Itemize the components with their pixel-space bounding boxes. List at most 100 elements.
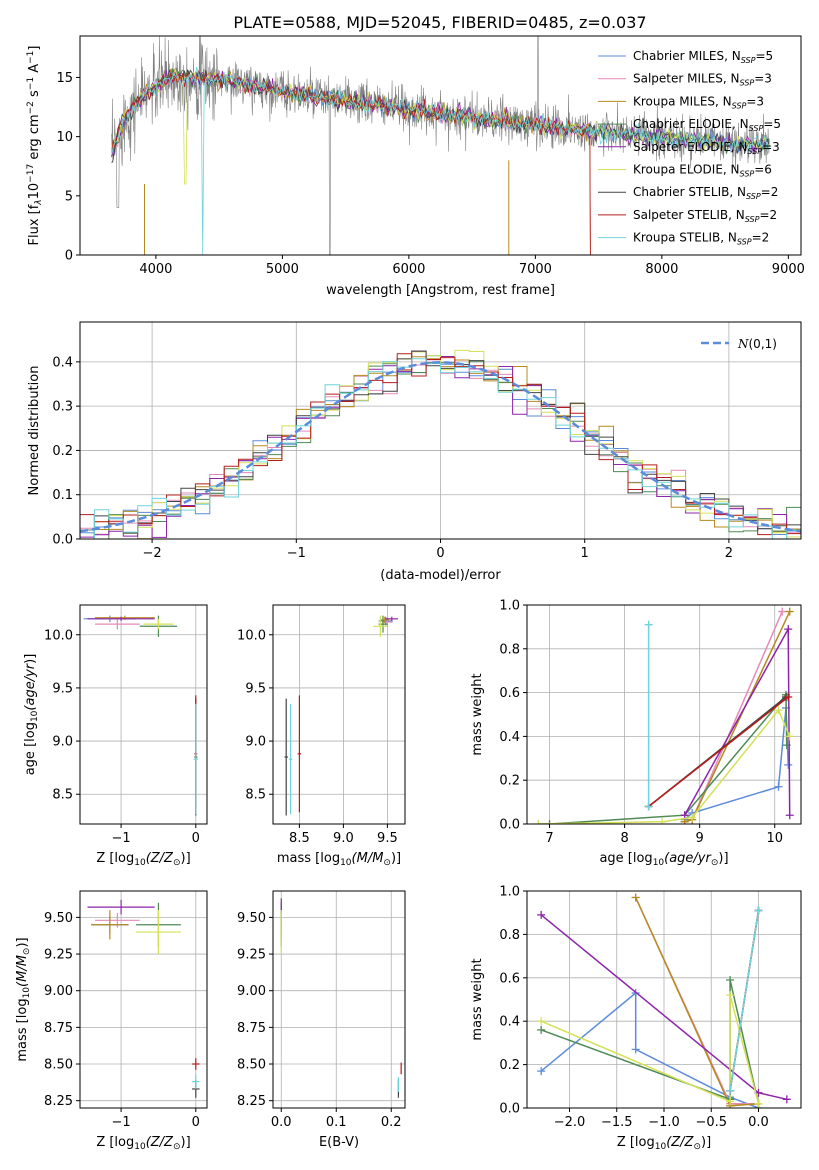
weight-line bbox=[648, 696, 789, 808]
y-tick-label: 9.00 bbox=[237, 984, 266, 999]
x-tick-label: 2 bbox=[725, 546, 733, 561]
y-axis-label: age [log10(age/yr)] bbox=[23, 654, 40, 776]
y-tick-label: 9.00 bbox=[44, 984, 73, 999]
weight-line bbox=[683, 626, 791, 816]
chart-weight_vs_Z: −2.0 −1.5 −1.0 −0.5 0.0 0.0 0.2 0.4 0.6 0.8 1.0 Z [… bbox=[470, 885, 802, 1152]
y-tick-label: 0.0 bbox=[499, 1102, 520, 1117]
x-tick-label: 10 bbox=[766, 831, 783, 846]
legend-entry: Salpeter MILES, NSSP=3 bbox=[633, 72, 772, 88]
legend-entry: Chabrier ELODIE, NSSP=5 bbox=[633, 117, 781, 133]
y-tick-label: 8.75 bbox=[44, 1021, 73, 1036]
chart-age_vs_mass: 8.5 9.0 9.5 8.5 9.0 9.5 10.0 mass [log10(M/M⊙)] bbox=[237, 604, 406, 868]
y-tick-label: 0 bbox=[65, 249, 73, 264]
data-point-errorbar bbox=[380, 616, 390, 624]
x-tick-label: 6000 bbox=[392, 262, 425, 277]
axes-frame bbox=[272, 890, 406, 1109]
weight-line bbox=[540, 995, 760, 1104]
data-point-errorbar bbox=[284, 698, 288, 816]
x-axis-label: Z [log10(Z/Z⊙)] bbox=[96, 1135, 190, 1152]
weight-line bbox=[549, 692, 788, 824]
weight-marker bbox=[537, 1017, 546, 1026]
weight-line bbox=[540, 979, 760, 1104]
weight-marker bbox=[726, 1097, 735, 1106]
x-tick-label: −2 bbox=[143, 546, 162, 561]
x-tick-label: 8 bbox=[620, 831, 628, 846]
y-tick-label: 0.1 bbox=[52, 488, 73, 503]
data-point-errorbar bbox=[87, 899, 155, 915]
axes-frame bbox=[79, 890, 208, 1109]
chart-mass_vs_ebv: 0.0 0.1 0.2 8.25 8.50 8.75 9.00 9.25 9.50 E(B-V) bbox=[237, 890, 406, 1150]
y-tick-label: 9.50 bbox=[237, 911, 266, 926]
legend-entry: Kroupa STELIB, NSSP=2 bbox=[633, 231, 769, 247]
weight-marker bbox=[774, 782, 783, 791]
legend-entry: Chabrier MILES, NSSP=5 bbox=[633, 49, 773, 65]
data-point-errorbar bbox=[136, 910, 181, 955]
plot-area-age_vs_mass bbox=[284, 615, 398, 816]
normal-reference-curve bbox=[80, 361, 801, 533]
y-tick-label: 8.25 bbox=[237, 1094, 266, 1109]
y-axis-label: mass weight bbox=[470, 958, 485, 1040]
y-tick-label: 1.0 bbox=[499, 599, 520, 614]
plot-area-mass_vs_ebv bbox=[280, 898, 402, 1098]
y-axis-label: mass [log10(M/M⊙)] bbox=[15, 937, 32, 1061]
chart-weight_vs_age: 7 8 9 10 0.0 0.2 0.4 0.6 0.8 1.0 age [log10(age/yr… bbox=[470, 599, 802, 868]
data-point-errorbar bbox=[373, 615, 388, 637]
x-axis-label: mass [log10(M/M⊙)] bbox=[277, 851, 401, 868]
spectrum-model-line bbox=[111, 66, 770, 255]
data-point-errorbar bbox=[297, 695, 302, 813]
residual-histogram bbox=[80, 358, 801, 539]
y-tick-label: 0.0 bbox=[499, 818, 520, 833]
y-tick-label: 0.0 bbox=[52, 533, 73, 548]
y-tick-label: 0.3 bbox=[52, 400, 73, 415]
x-tick-label: −1 bbox=[112, 1115, 131, 1130]
y-tick-label: 0.8 bbox=[499, 928, 520, 943]
y-tick-label: 9.0 bbox=[245, 735, 266, 750]
y-tick-label: 9.25 bbox=[237, 948, 266, 963]
weight-marker bbox=[726, 975, 735, 984]
legend-entry: Kroupa ELODIE, NSSP=6 bbox=[633, 163, 772, 179]
axes-frame bbox=[79, 35, 802, 256]
data-point-errorbar bbox=[192, 1074, 200, 1089]
axes-frame bbox=[526, 604, 802, 825]
data-point-errorbar bbox=[288, 703, 293, 815]
plot-area-spectrum bbox=[111, 36, 770, 255]
weight-marker bbox=[631, 893, 640, 902]
legend-entry: Salpeter STELIB, NSSP=2 bbox=[633, 208, 777, 224]
axes-frame bbox=[526, 890, 802, 1109]
data-point-errorbar bbox=[192, 1058, 200, 1070]
y-tick-label: 10.0 bbox=[237, 628, 266, 643]
x-tick-label: 5000 bbox=[266, 262, 299, 277]
x-axis-label: wavelength [Angstrom, rest frame] bbox=[326, 283, 555, 298]
chart-age_vs_Z: −1 0 8.5 9.0 9.5 10.0 Z [log10(Z/Z⊙)] age [log1… bbox=[23, 604, 208, 868]
weight-marker bbox=[644, 620, 653, 629]
y-tick-label: 0.4 bbox=[499, 730, 520, 745]
chart-mass_vs_Z: −1 0 8.25 8.50 8.75 9.00 9.25 9.50 Z [log10(Z/Z⊙… bbox=[15, 890, 208, 1152]
legend: Chabrier MILES, NSSP=5 Salpeter MILES, NS… bbox=[598, 49, 781, 247]
y-tick-label: 0.8 bbox=[499, 642, 520, 657]
y-tick-label: 8.25 bbox=[44, 1094, 73, 1109]
weight-marker bbox=[782, 1095, 791, 1104]
weight-marker bbox=[537, 910, 546, 919]
weight-line bbox=[538, 708, 791, 824]
x-tick-label: 0 bbox=[192, 1115, 200, 1130]
y-tick-label: 10 bbox=[56, 130, 73, 145]
x-tick-label: 7 bbox=[545, 831, 553, 846]
residual-histogram bbox=[80, 349, 801, 539]
y-tick-label: 9.5 bbox=[245, 681, 266, 696]
weight-marker bbox=[631, 1045, 640, 1054]
weight-marker bbox=[545, 820, 554, 824]
weight-line bbox=[635, 897, 759, 1105]
x-tick-label: −2.0 bbox=[554, 1115, 586, 1130]
figure-title: PLATE=0588, MJD=52045, FIBERID=0485, z=0… bbox=[233, 13, 646, 32]
axes-frame bbox=[79, 321, 802, 540]
x-tick-label: 9.0 bbox=[333, 831, 354, 846]
y-tick-label: 8.50 bbox=[44, 1058, 73, 1073]
y-tick-label: 0.4 bbox=[52, 355, 73, 370]
y-axis-label: Normed distribution bbox=[27, 366, 42, 496]
weight-marker bbox=[785, 607, 794, 616]
axes-frame bbox=[79, 604, 208, 825]
y-tick-label: 15 bbox=[56, 71, 73, 86]
x-tick-label: −1.0 bbox=[648, 1115, 680, 1130]
weight-marker bbox=[688, 813, 697, 822]
legend-entry: N(0,1) bbox=[737, 337, 777, 351]
